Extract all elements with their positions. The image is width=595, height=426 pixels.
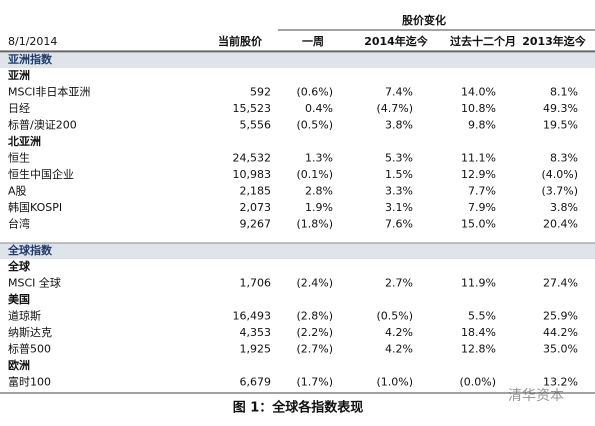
cell: 13.2% — [543, 376, 578, 389]
section-title: 亚洲指数 — [8, 52, 53, 66]
row-label: 恒生中国企业 — [8, 167, 74, 181]
cell: 8.3% — [550, 152, 578, 165]
cell: 7.9% — [468, 201, 496, 214]
group-title: 美国 — [8, 292, 30, 306]
cell: (2.4%) — [296, 277, 333, 290]
cell: 7.4% — [385, 86, 413, 99]
caption: 图 1：全球各指数表现 — [233, 400, 364, 416]
cell: (1.8%) — [296, 218, 333, 231]
cell: 4.2% — [385, 343, 413, 356]
column-header: 一周 — [302, 35, 324, 48]
cell: 7.6% — [385, 218, 413, 231]
cell: 10,983 — [233, 168, 272, 181]
cell: (1.7%) — [296, 376, 333, 389]
cell: 19.5% — [543, 119, 578, 132]
cell: 49.3% — [543, 102, 578, 115]
section-bar — [0, 52, 595, 68]
cell: 11.9% — [461, 277, 496, 290]
cell: (0.1%) — [296, 168, 333, 181]
cell: 16,493 — [233, 310, 272, 323]
cell: (3.7%) — [541, 185, 578, 198]
row-label: A股 — [8, 185, 27, 198]
cell: 20.4% — [543, 218, 578, 231]
cell: 6,679 — [240, 376, 272, 389]
cell: 3.1% — [385, 201, 413, 214]
column-header: 2014年迄今 — [364, 34, 429, 48]
cell: 3.8% — [385, 119, 413, 132]
cell: 1.9% — [305, 201, 333, 214]
row-label: MSCI非日本亚洲 — [8, 85, 90, 99]
section-bar — [0, 243, 595, 259]
cell: 3.8% — [550, 201, 578, 214]
row-label: 富时100 — [8, 375, 51, 389]
cell: (0.0%) — [459, 376, 496, 389]
cell: 15,523 — [233, 102, 272, 115]
watermark: 清华资本 — [508, 388, 564, 404]
row-label: MSCI 全球 — [8, 276, 61, 290]
cell: (0.6%) — [296, 86, 333, 99]
cell: 4,353 — [240, 326, 272, 339]
row-label: 恒生 — [8, 151, 30, 165]
row-label: 韩国KOSPI — [8, 200, 62, 214]
cell: 7.7% — [468, 185, 496, 198]
group-title: 北亚洲 — [8, 134, 41, 148]
row-label: 台湾 — [8, 217, 30, 231]
cell: 12.9% — [461, 168, 496, 181]
cell: (4.0%) — [541, 168, 578, 181]
cell: 14.0% — [461, 86, 496, 99]
cell: 27.4% — [543, 277, 578, 290]
group-title: 亚洲 — [8, 69, 30, 82]
cell: 4.2% — [385, 326, 413, 339]
cell: (4.7%) — [376, 102, 413, 115]
cell: 0.4% — [305, 102, 333, 115]
section-title: 全球指数 — [7, 243, 53, 257]
cell: 44.2% — [543, 326, 578, 339]
row-label: 日经 — [8, 102, 30, 115]
cell: 18.4% — [461, 326, 496, 339]
row-label: 道琼斯 — [8, 309, 41, 323]
row-label: 标普/澳证200 — [8, 118, 77, 132]
cell: (2.7%) — [296, 343, 333, 356]
row-label: 纳斯达克 — [8, 326, 52, 339]
cell: 5.3% — [385, 152, 413, 165]
row-label: 标普500 — [8, 342, 51, 356]
column-header: 当前股价 — [218, 34, 263, 48]
cell: 25.9% — [543, 310, 578, 323]
cell: (2.2%) — [296, 326, 333, 339]
cell: 1.3% — [305, 152, 333, 165]
cell: (1.0%) — [376, 376, 413, 389]
cell: 1,706 — [240, 277, 272, 290]
cell: (0.5%) — [296, 119, 333, 132]
cell: 2,073 — [240, 201, 272, 214]
group-title: 全球 — [7, 259, 31, 273]
cell: 3.3% — [385, 185, 413, 198]
cell: 9.8% — [468, 119, 496, 132]
cell: 1.5% — [385, 168, 413, 181]
cell: 2.8% — [305, 185, 333, 198]
date: 8/1/2014 — [8, 35, 57, 48]
cell: 35.0% — [543, 343, 578, 356]
column-header: 过去十二个月 — [450, 34, 516, 48]
cell: 5.5% — [468, 310, 496, 323]
group-title: 欧洲 — [8, 358, 30, 372]
cell: 2,185 — [240, 185, 272, 198]
cell: (2.8%) — [296, 310, 333, 323]
cell: 2.7% — [385, 277, 413, 290]
cell: 592 — [250, 86, 271, 99]
cell: 1,925 — [240, 343, 272, 356]
column-header: 2013年迄今 — [522, 34, 587, 48]
cell: 12.8% — [461, 343, 496, 356]
cell: 15.0% — [461, 218, 496, 231]
cell: 11.1% — [461, 152, 496, 165]
cell: (0.5%) — [376, 310, 413, 323]
cell: 9,267 — [240, 218, 272, 231]
group-label: 股价变化 — [402, 13, 446, 27]
cell: 24,532 — [233, 152, 272, 165]
cell: 8.1% — [550, 86, 578, 99]
cell: 10.8% — [461, 102, 496, 115]
cell: 5,556 — [240, 119, 272, 132]
